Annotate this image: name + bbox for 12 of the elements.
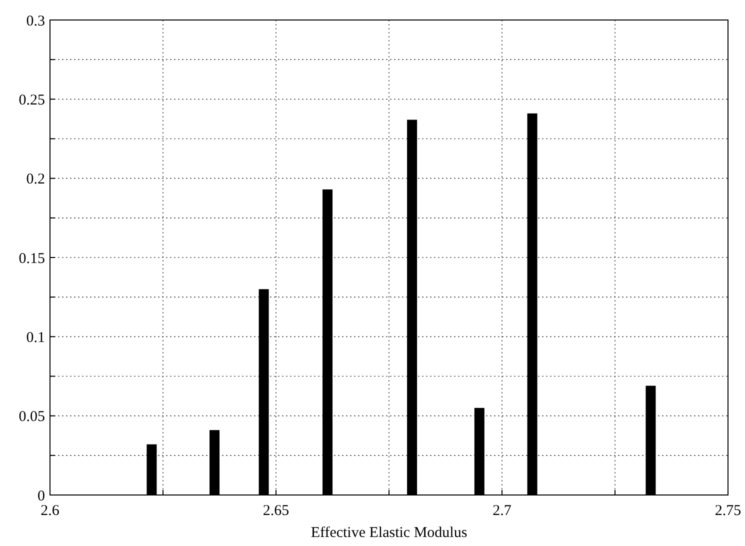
y-tick-label: 0.2 [26,172,45,188]
y-tick-label: 0.25 [18,92,45,108]
x-tick-label: 2.75 [714,503,742,519]
x-tick-label: 2.6 [40,503,60,519]
x-axis-title: Effective Elastic Modulus [310,525,468,541]
y-tick-label: 0.15 [18,250,45,267]
y-tick-label: 0 [38,488,45,504]
x-tick-label: 2.65 [262,503,290,519]
x-tick-label: 2.7 [492,503,512,519]
y-tick-label: 0.05 [18,409,45,426]
y-tick-label: 0.1 [26,330,45,346]
y-tick-label: 0.3 [26,13,45,30]
